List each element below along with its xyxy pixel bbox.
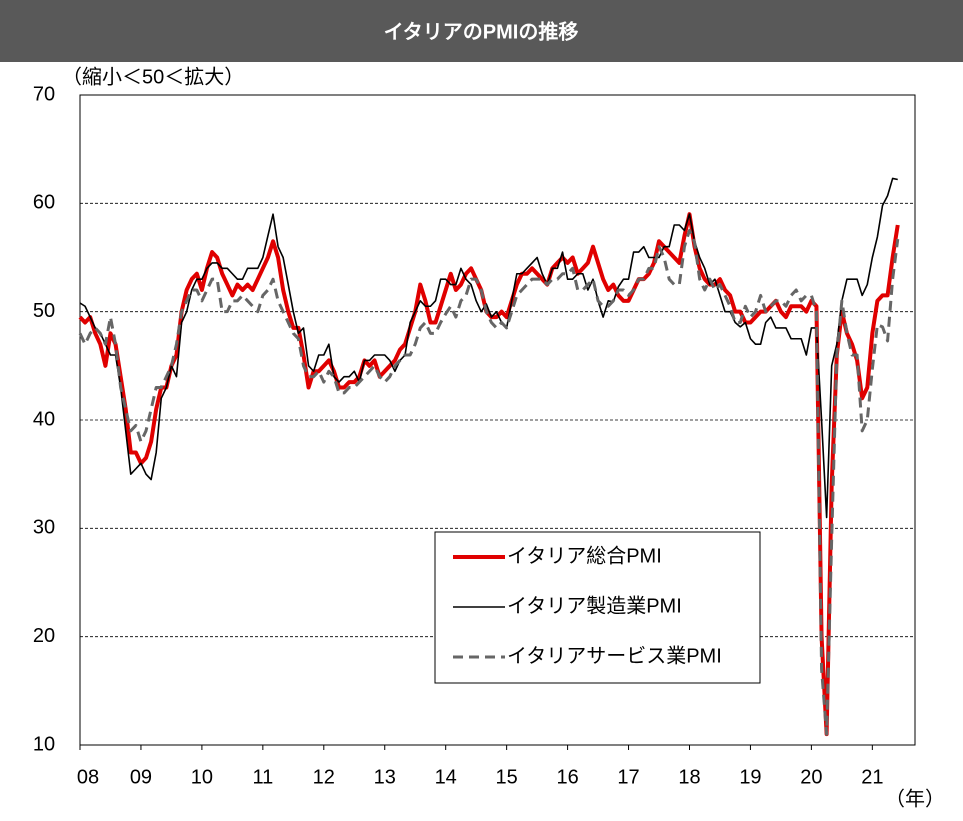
plot-frame (79, 94, 916, 746)
x-tick-label: 15 (496, 766, 518, 788)
series-line (78, 212, 900, 737)
y-tick-label: 30 (33, 517, 55, 539)
y-tick-label: 50 (33, 300, 55, 322)
x-tick-label: 10 (191, 766, 213, 788)
legend-label: イタリア総合PMI (507, 544, 662, 567)
y-tick-label: 70 (33, 83, 55, 105)
x-tick-label: 14 (435, 766, 457, 788)
x-tick-label: 19 (739, 766, 761, 788)
x-tick-label: 16 (556, 766, 578, 788)
y-axis-label: （縮小＜50＜拡大） (62, 65, 244, 88)
chart-title: イタリアのPMIの推移 (384, 19, 579, 43)
x-tick-label: 17 (617, 766, 639, 788)
y-tick-label: 20 (33, 625, 55, 647)
series-line (79, 177, 898, 519)
x-tick-label: 18 (678, 766, 700, 788)
x-tick-label: 12 (313, 766, 335, 788)
y-tick-label: 10 (33, 733, 55, 755)
x-tick-label: 08 (77, 766, 99, 788)
y-tick-label: 60 (33, 192, 55, 214)
title-banner (0, 0, 963, 62)
x-tick-label: 11 (252, 766, 273, 788)
x-tick-label: 09 (130, 766, 152, 788)
y-tick-label: 40 (33, 408, 55, 430)
x-axis-label: （年） (885, 787, 945, 810)
x-tick-label: 13 (374, 766, 396, 788)
legend-label: イタリアサービス業PMI (507, 644, 722, 667)
x-tick-label: 20 (800, 766, 822, 788)
legend-label: イタリア製造業PMI (507, 594, 682, 617)
x-tick-label: 21 (861, 766, 883, 788)
